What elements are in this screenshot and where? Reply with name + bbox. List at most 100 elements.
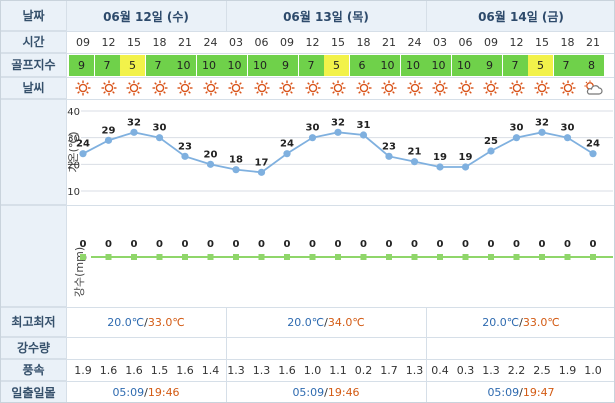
rain-point <box>233 254 239 260</box>
rain-data-label: 0 <box>156 239 163 250</box>
temp-data-label: 30 <box>561 123 575 134</box>
sun-icon <box>148 78 172 98</box>
hour-cell: 21 <box>586 36 600 49</box>
temp-data-label: 23 <box>382 141 396 152</box>
rain-point <box>564 254 571 260</box>
temp-point <box>487 147 495 155</box>
rain-data-label: 0 <box>131 239 138 250</box>
sun-icon <box>352 78 376 98</box>
temp-data-label: 19 <box>433 152 447 163</box>
rain-data-label: 0 <box>309 239 316 250</box>
wind-cell: 1.6 <box>99 364 118 377</box>
sunrise-time: 05:09 <box>292 386 325 399</box>
wind-cell: 1.9 <box>558 364 577 377</box>
sunrise-day2: 05:09/19:46 <box>292 386 360 399</box>
rain-data-label: 0 <box>411 239 418 250</box>
golf-index-cell: 10 <box>400 55 427 76</box>
row-label-sunrise: 일출일몰 <box>1 381 66 402</box>
wind-cell: 1.3 <box>252 364 271 377</box>
golf-index-cell: 9 <box>477 55 503 76</box>
rain-data-label: 0 <box>233 239 240 250</box>
rain-data-label: 0 <box>539 239 546 250</box>
golf-index-cell: 10 <box>171 55 197 76</box>
hour-cell: 18 <box>560 36 575 49</box>
sunrise-day1: 05:09/19:46 <box>112 386 180 399</box>
temp-data-label: 31 <box>357 120 371 131</box>
row-label-minmax: 최고최저 <box>1 307 66 337</box>
temp-min: 20.0℃ <box>107 315 145 329</box>
temp-max: 33.0℃ <box>522 315 560 329</box>
rain-point <box>182 254 188 260</box>
wind-cell: 0.2 <box>354 364 373 377</box>
sun-icon <box>454 78 478 98</box>
partly-cloudy-icon <box>581 78 605 98</box>
temp-max: 34.0℃ <box>327 315 365 329</box>
rain-point <box>386 254 392 260</box>
wind-cell: 1.6 <box>278 364 296 377</box>
minmax-day2: 20.0℃/34.0℃ <box>287 315 365 329</box>
temp-point <box>79 150 87 158</box>
rain-point <box>207 254 214 260</box>
golf-index-cell: 10 <box>451 55 478 76</box>
golf-index-cell: 5 <box>528 55 554 76</box>
temp-point <box>359 131 368 139</box>
row-label-temp-area <box>1 99 66 205</box>
sun-icon <box>97 78 121 98</box>
hour-cell: 03 <box>229 36 243 49</box>
wind-cell: 0.3 <box>456 364 475 377</box>
temp-point <box>512 134 521 142</box>
rain-data-label: 0 <box>437 239 444 250</box>
golf-index-cell: 7 <box>553 55 580 76</box>
rain-point <box>156 254 163 260</box>
temp-point <box>206 160 215 168</box>
hour-cell: 12 <box>305 36 320 49</box>
row-label-time: 시간 <box>1 31 66 53</box>
temp-data-label: 24 <box>586 139 600 150</box>
temp-point <box>436 163 444 171</box>
sun-icon <box>71 78 95 98</box>
temp-data-label: 32 <box>331 117 345 128</box>
temp-data-label: 30 <box>153 123 167 134</box>
temp-min: 20.0℃ <box>287 315 325 329</box>
sun-icon <box>556 78 580 98</box>
golf-index-cell: 10 <box>222 55 248 76</box>
hour-cell: 09 <box>280 36 294 49</box>
sunrise-time: 05:09 <box>487 386 520 399</box>
golf-index-cell: 10 <box>196 55 223 76</box>
rain-data-label: 0 <box>488 239 495 250</box>
sunrise-time: 05:09 <box>112 386 145 399</box>
golf-index-cell: 6 <box>349 55 376 76</box>
rain-point <box>590 254 596 260</box>
temp-data-label: 24 <box>76 139 90 150</box>
wind-cell: 1.0 <box>584 364 602 377</box>
y-tick-label: 10 <box>67 187 80 198</box>
sun-icon <box>326 78 350 98</box>
temp-point <box>257 168 266 176</box>
wind-cell: 0.4 <box>431 364 449 377</box>
rain-data-label: 0 <box>258 239 265 250</box>
hour-cell: 06 <box>458 36 473 49</box>
sun-icon <box>275 78 299 98</box>
temp-data-label: 18 <box>229 155 243 166</box>
hour-cell: 15 <box>127 36 141 49</box>
row-label-precip: 강수량 <box>1 337 66 359</box>
temp-point <box>308 134 317 142</box>
row-label-rain-area <box>1 205 66 307</box>
temp-point <box>385 152 393 160</box>
rain-data-label: 0 <box>80 239 87 250</box>
rain-point <box>258 254 265 260</box>
temp-point <box>232 166 240 174</box>
rain-data-label: 0 <box>564 239 571 250</box>
rain-data-label: 0 <box>284 239 291 250</box>
hour-cell: 15 <box>535 36 549 49</box>
row-label-golf-index: 골프지수 <box>1 53 66 77</box>
temp-data-label: 29 <box>102 125 116 136</box>
temp-point <box>130 128 138 136</box>
day-header: 06월 13일 (목) <box>226 1 426 31</box>
y-tick-label: 20 <box>67 160 80 171</box>
rain-data-label: 0 <box>182 239 189 250</box>
hour-cell: 12 <box>509 36 524 49</box>
sunrise-day3: 05:09/19:47 <box>487 386 555 399</box>
wind-cell: 1.3 <box>405 364 424 377</box>
